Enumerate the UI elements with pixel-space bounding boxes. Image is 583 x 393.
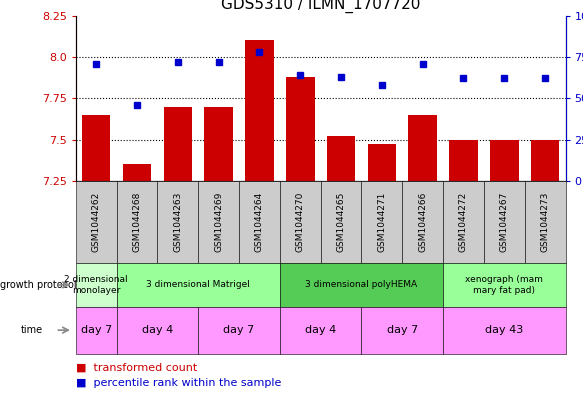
Text: GSM1044269: GSM1044269 <box>214 192 223 252</box>
Text: day 7: day 7 <box>80 325 112 335</box>
Text: xenograph (mam
mary fat pad): xenograph (mam mary fat pad) <box>465 275 543 295</box>
Bar <box>245 40 274 181</box>
Text: day 7: day 7 <box>387 325 418 335</box>
Bar <box>367 145 396 181</box>
Text: GSM1044267: GSM1044267 <box>500 192 509 252</box>
Bar <box>204 107 233 181</box>
Bar <box>326 136 356 181</box>
Bar <box>531 140 560 181</box>
Bar <box>408 115 437 181</box>
Text: GSM1044264: GSM1044264 <box>255 192 264 252</box>
Bar <box>490 140 519 181</box>
Text: GSM1044273: GSM1044273 <box>540 192 550 252</box>
Title: GDS5310 / ILMN_1707720: GDS5310 / ILMN_1707720 <box>221 0 420 13</box>
Text: GSM1044271: GSM1044271 <box>377 192 387 252</box>
Text: GSM1044263: GSM1044263 <box>173 192 182 252</box>
Text: day 7: day 7 <box>223 325 255 335</box>
Text: GSM1044272: GSM1044272 <box>459 192 468 252</box>
Bar <box>123 164 152 181</box>
Text: time: time <box>20 325 43 335</box>
Text: day 4: day 4 <box>305 325 336 335</box>
Text: GSM1044268: GSM1044268 <box>132 192 142 252</box>
Text: day 43: day 43 <box>485 325 524 335</box>
Text: ■  transformed count: ■ transformed count <box>76 362 197 373</box>
Bar <box>82 115 111 181</box>
Bar <box>286 77 315 181</box>
Text: growth protocol: growth protocol <box>0 280 76 290</box>
Text: day 4: day 4 <box>142 325 173 335</box>
Bar <box>449 140 477 181</box>
Text: GSM1044266: GSM1044266 <box>418 192 427 252</box>
Text: 3 dimensional Matrigel: 3 dimensional Matrigel <box>146 281 250 289</box>
Text: GSM1044270: GSM1044270 <box>296 192 305 252</box>
Text: ■  percentile rank within the sample: ■ percentile rank within the sample <box>76 378 281 388</box>
Text: 3 dimensional polyHEMA: 3 dimensional polyHEMA <box>305 281 417 289</box>
Text: 2 dimensional
monolayer: 2 dimensional monolayer <box>64 275 128 295</box>
Text: GSM1044265: GSM1044265 <box>336 192 346 252</box>
Text: GSM1044262: GSM1044262 <box>92 192 101 252</box>
Bar <box>163 107 192 181</box>
